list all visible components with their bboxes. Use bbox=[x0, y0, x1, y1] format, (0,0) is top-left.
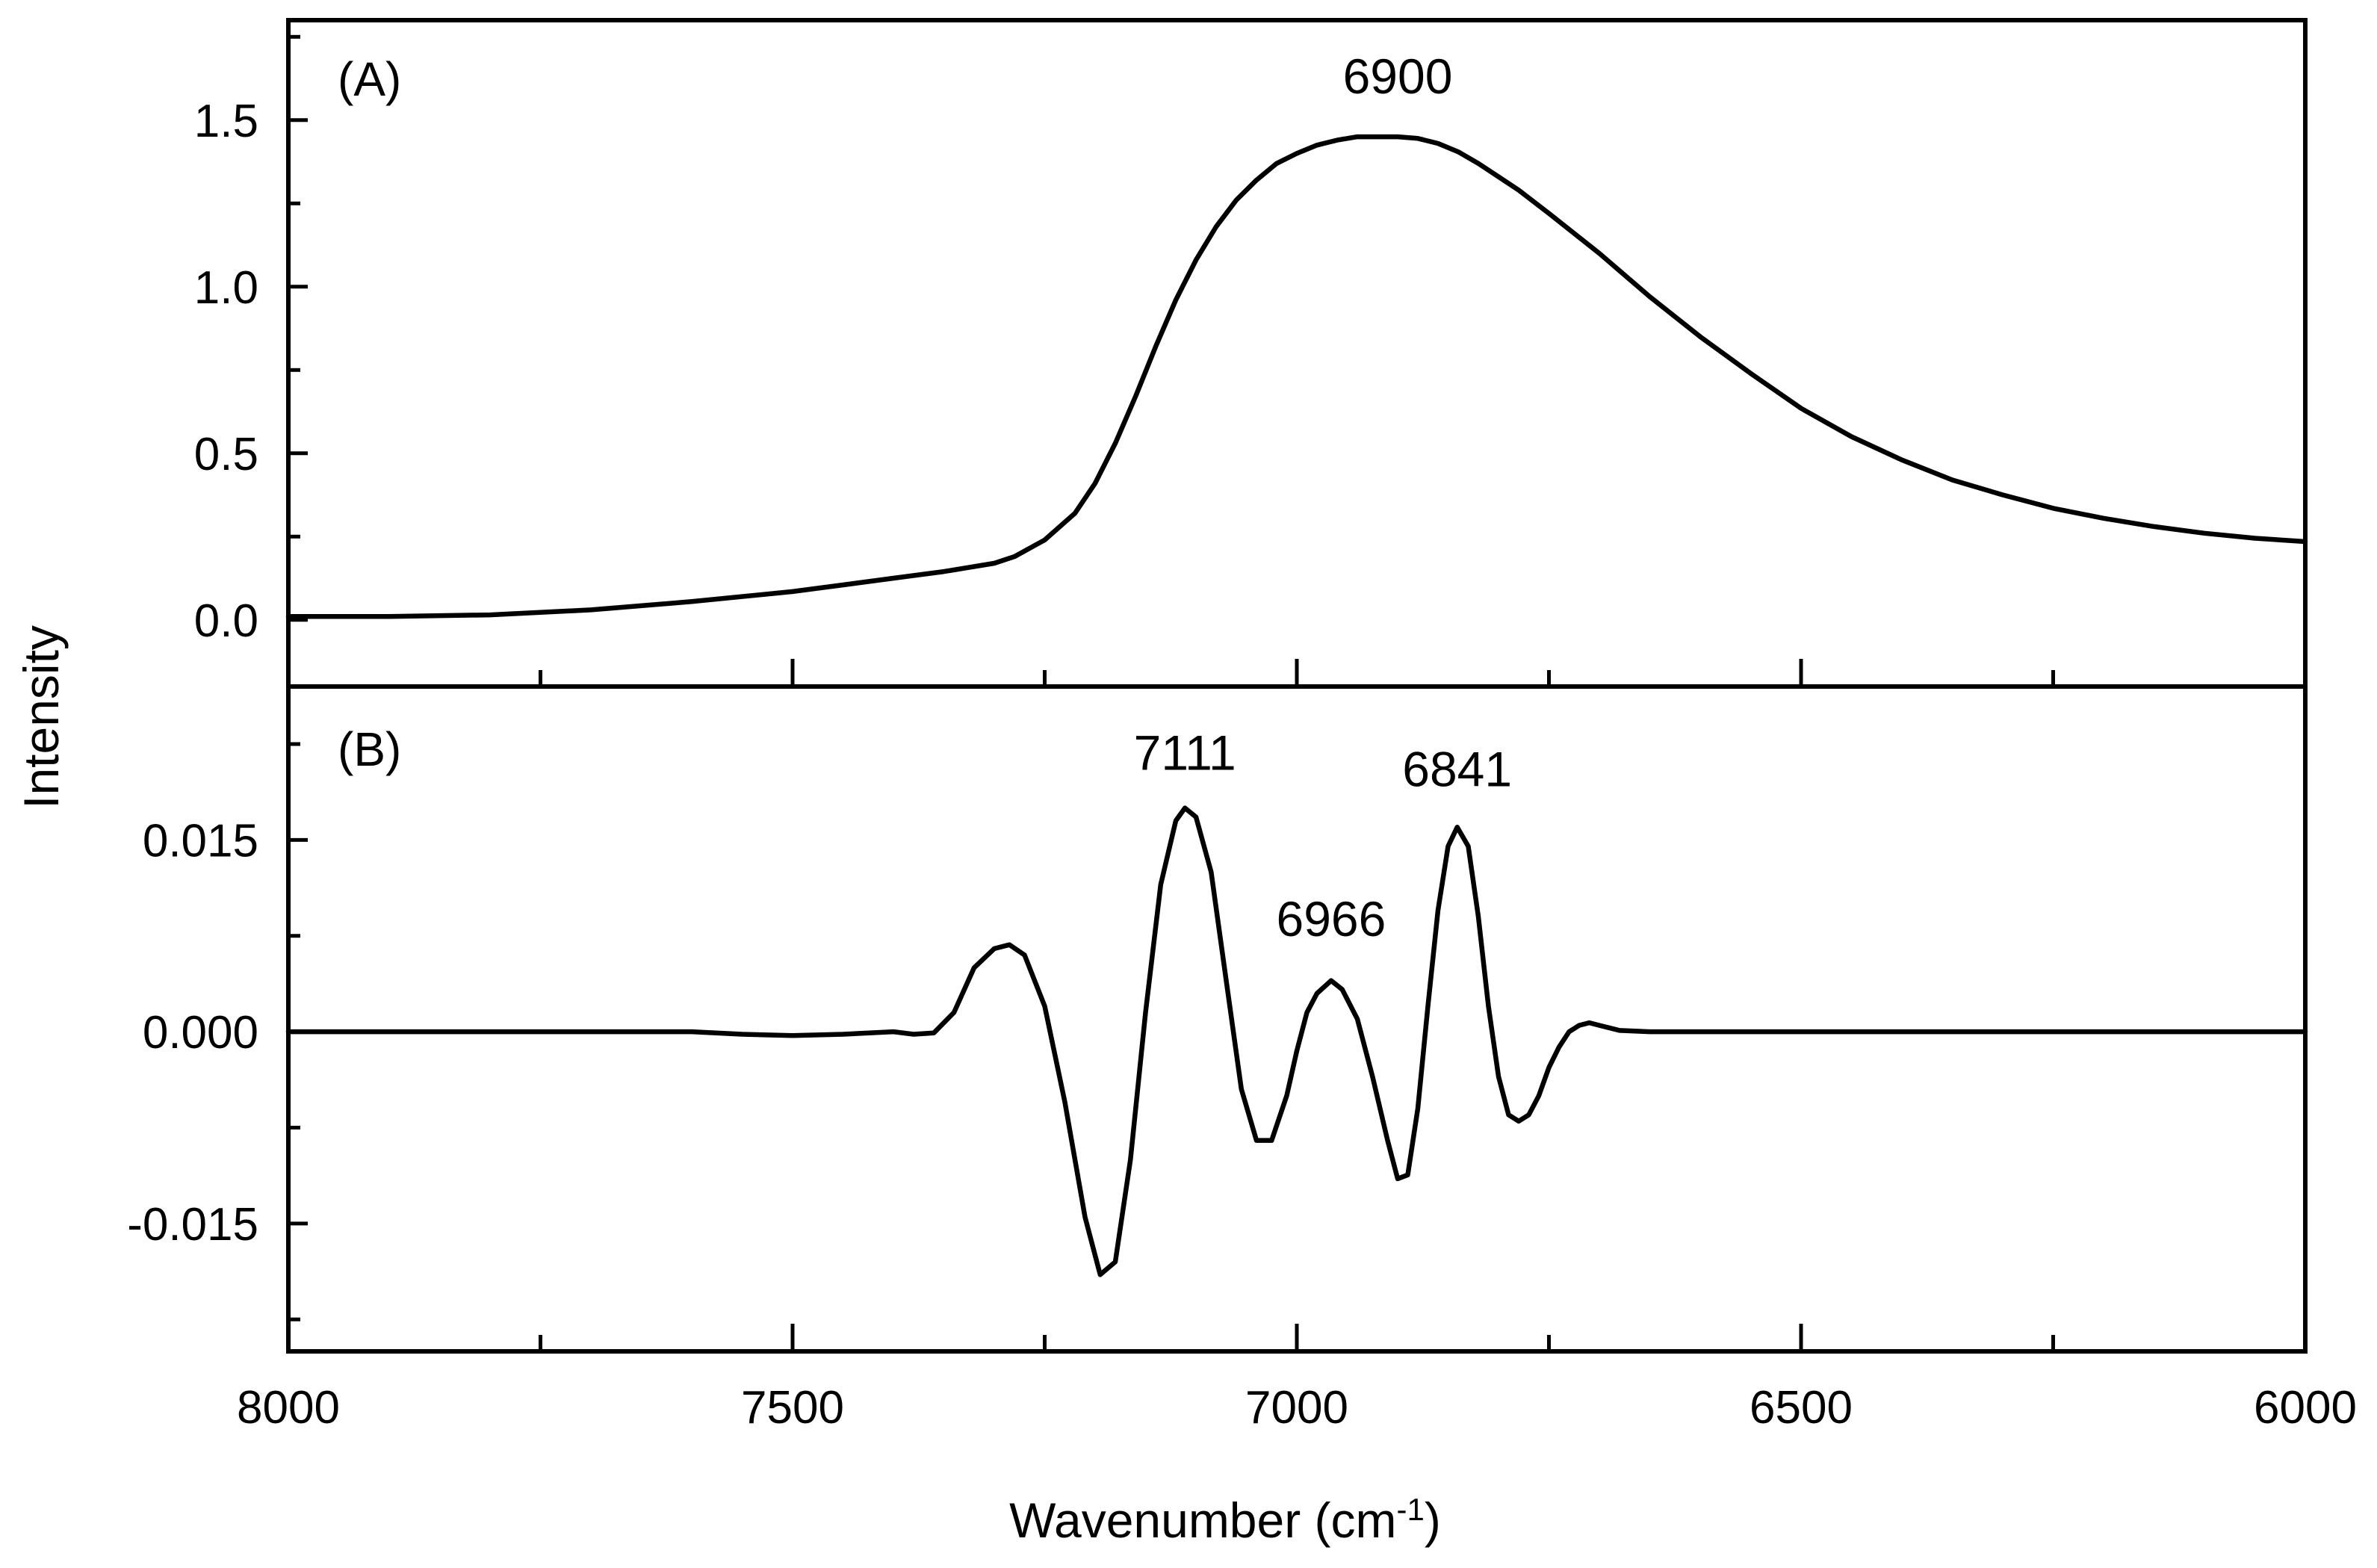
panel-b-frame bbox=[286, 684, 2308, 1354]
x-tick-label: 6000 bbox=[2254, 1382, 2357, 1434]
peak-label-6966: 6966 bbox=[1276, 891, 1386, 946]
y-tick-label: 0.015 bbox=[143, 815, 258, 867]
y-tick-label: 0.000 bbox=[143, 1007, 258, 1059]
panel-a-label: (A) bbox=[338, 52, 401, 106]
panel-a-x-ticks bbox=[286, 659, 2308, 687]
x-tick-label: 7000 bbox=[1245, 1382, 1348, 1434]
panel-a-spectrum-line bbox=[285, 134, 2308, 619]
x-tick-label: 7500 bbox=[741, 1382, 844, 1434]
peak-label-7111: 7111 bbox=[1134, 725, 1236, 780]
y-tick-label: -0.015 bbox=[127, 1199, 258, 1251]
y-tick-label: 1.0 bbox=[194, 262, 258, 314]
x-axis-title-base: Wavenumber (cm bbox=[1009, 1493, 1396, 1548]
x-tick-labels: 8000 7500 7000 6500 6000 bbox=[237, 1382, 2357, 1434]
y-tick-label: 1.5 bbox=[194, 96, 258, 147]
panel-a-y-tick-labels: 0.0 0.5 1.0 1.5 bbox=[194, 96, 258, 647]
panel-b-x-ticks bbox=[286, 1324, 2308, 1351]
panel-b-label: (B) bbox=[338, 722, 401, 776]
panel-b-derivative-line bbox=[285, 805, 2308, 1277]
y-tick-label: 0.0 bbox=[194, 595, 258, 647]
panel-a-frame bbox=[286, 18, 2308, 689]
y-tick-label: 0.5 bbox=[194, 429, 258, 480]
x-axis-title-close: ) bbox=[1425, 1493, 1441, 1548]
panel-a-ticks bbox=[288, 34, 308, 622]
x-tick-label: 8000 bbox=[237, 1382, 340, 1434]
peak-annotations: 6900 7111 6966 6841 bbox=[1134, 49, 1512, 946]
peak-label-6900: 6900 bbox=[1343, 49, 1453, 104]
panel-b-y-tick-labels: -0.015 0.000 0.015 bbox=[127, 815, 258, 1250]
y-axis-title: Intensity bbox=[13, 625, 69, 809]
x-tick-label: 6500 bbox=[1750, 1382, 1853, 1434]
x-axis-title: Wavenumber (cm-1) bbox=[1009, 1492, 1441, 1549]
x-axis-title-sup: -1 bbox=[1397, 1492, 1425, 1527]
peak-label-6841: 6841 bbox=[1402, 742, 1512, 797]
